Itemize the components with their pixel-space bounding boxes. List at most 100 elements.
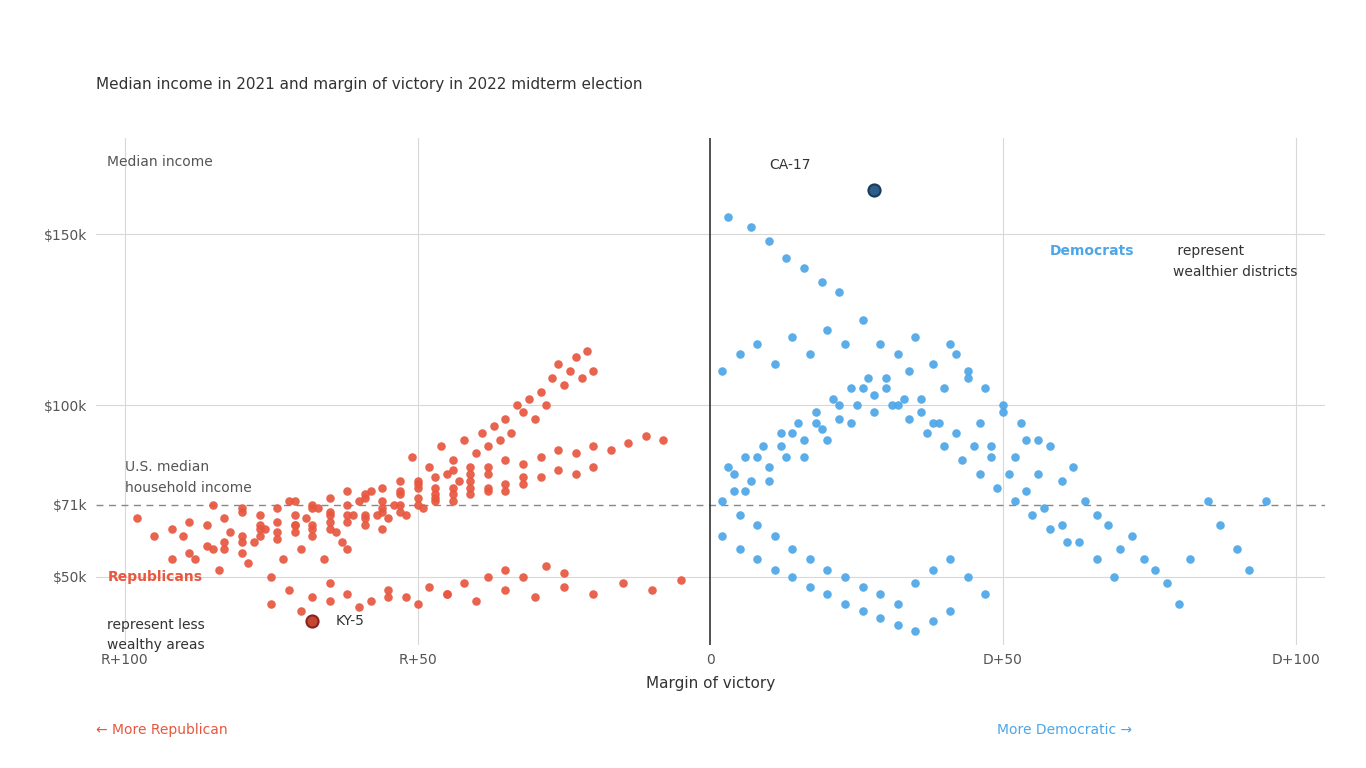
- Text: More Democratic →: More Democratic →: [997, 723, 1132, 737]
- Point: [1132, 554, 1154, 566]
- Point: [794, 262, 816, 274]
- Text: CA-17: CA-17: [769, 158, 810, 173]
- Point: [582, 365, 604, 377]
- Point: [459, 461, 481, 473]
- Point: [336, 485, 358, 497]
- Point: [933, 440, 955, 452]
- Point: [477, 440, 499, 452]
- Point: [372, 522, 393, 535]
- Point: [1255, 495, 1277, 508]
- Point: [231, 536, 253, 548]
- Point: [343, 509, 365, 521]
- Point: [764, 564, 785, 576]
- Point: [266, 502, 288, 515]
- Text: represent
wealthier districts: represent wealthier districts: [1173, 244, 1298, 279]
- Text: KY-5: KY-5: [336, 614, 365, 628]
- Point: [1022, 509, 1044, 521]
- Point: [846, 399, 867, 412]
- Point: [981, 451, 1003, 463]
- Point: [494, 454, 516, 466]
- Point: [805, 416, 826, 429]
- Point: [1015, 485, 1037, 497]
- Point: [1040, 440, 1061, 452]
- Point: [459, 482, 481, 494]
- Point: [1074, 495, 1096, 508]
- Point: [266, 515, 288, 528]
- Point: [1097, 519, 1119, 531]
- Point: [302, 529, 324, 541]
- Point: [817, 564, 839, 576]
- Point: [494, 485, 516, 497]
- Point: [999, 468, 1020, 480]
- Point: [512, 458, 534, 470]
- Point: [213, 536, 235, 548]
- Point: [564, 447, 586, 459]
- Point: [407, 478, 429, 490]
- Point: [179, 547, 201, 559]
- Point: [318, 515, 340, 528]
- Point: [881, 399, 903, 412]
- Point: [302, 519, 324, 531]
- Point: [1068, 536, 1090, 548]
- Point: [810, 276, 832, 288]
- Point: [781, 543, 803, 555]
- Point: [869, 611, 891, 624]
- Point: [899, 413, 921, 425]
- Point: [1050, 475, 1072, 487]
- Point: [284, 509, 306, 521]
- Point: [910, 392, 932, 405]
- Point: [243, 536, 265, 548]
- Point: [1004, 451, 1026, 463]
- Point: [407, 475, 429, 487]
- Point: [753, 440, 775, 452]
- Point: [325, 526, 347, 538]
- Point: [963, 440, 985, 452]
- Point: [922, 615, 944, 627]
- Point: [336, 515, 358, 528]
- Point: [143, 529, 165, 541]
- Point: [1209, 519, 1231, 531]
- Point: [261, 571, 283, 583]
- Point: [441, 488, 463, 501]
- Point: [459, 475, 481, 487]
- Point: [828, 399, 850, 412]
- Point: [958, 372, 979, 384]
- Point: [548, 444, 570, 456]
- Point: [851, 604, 873, 617]
- Point: [794, 451, 816, 463]
- Point: [389, 475, 411, 487]
- Point: [161, 522, 183, 535]
- Point: [764, 358, 785, 370]
- Point: [277, 584, 299, 597]
- Point: [477, 485, 499, 497]
- Point: [266, 533, 288, 545]
- Point: [272, 554, 294, 566]
- Point: [530, 386, 552, 398]
- Point: [395, 591, 417, 604]
- Text: Democrats: Democrats: [1050, 244, 1134, 258]
- Point: [389, 488, 411, 501]
- Point: [459, 468, 481, 480]
- Point: [482, 420, 504, 432]
- Point: [758, 235, 780, 247]
- Point: [436, 588, 458, 600]
- Point: [805, 406, 826, 419]
- Point: [769, 427, 791, 439]
- Point: [817, 433, 839, 445]
- Point: [302, 498, 324, 511]
- Point: [1027, 468, 1049, 480]
- Point: [318, 594, 340, 607]
- Point: [922, 564, 944, 576]
- Point: [541, 372, 563, 384]
- Point: [958, 365, 979, 377]
- Point: [794, 433, 816, 445]
- Point: [441, 482, 463, 494]
- Point: [441, 495, 463, 508]
- Point: [776, 252, 798, 264]
- Point: [179, 515, 201, 528]
- Point: [1056, 536, 1078, 548]
- Point: [261, 598, 283, 610]
- Point: [454, 578, 475, 590]
- Point: [249, 522, 270, 535]
- Text: Median income: Median income: [108, 155, 213, 170]
